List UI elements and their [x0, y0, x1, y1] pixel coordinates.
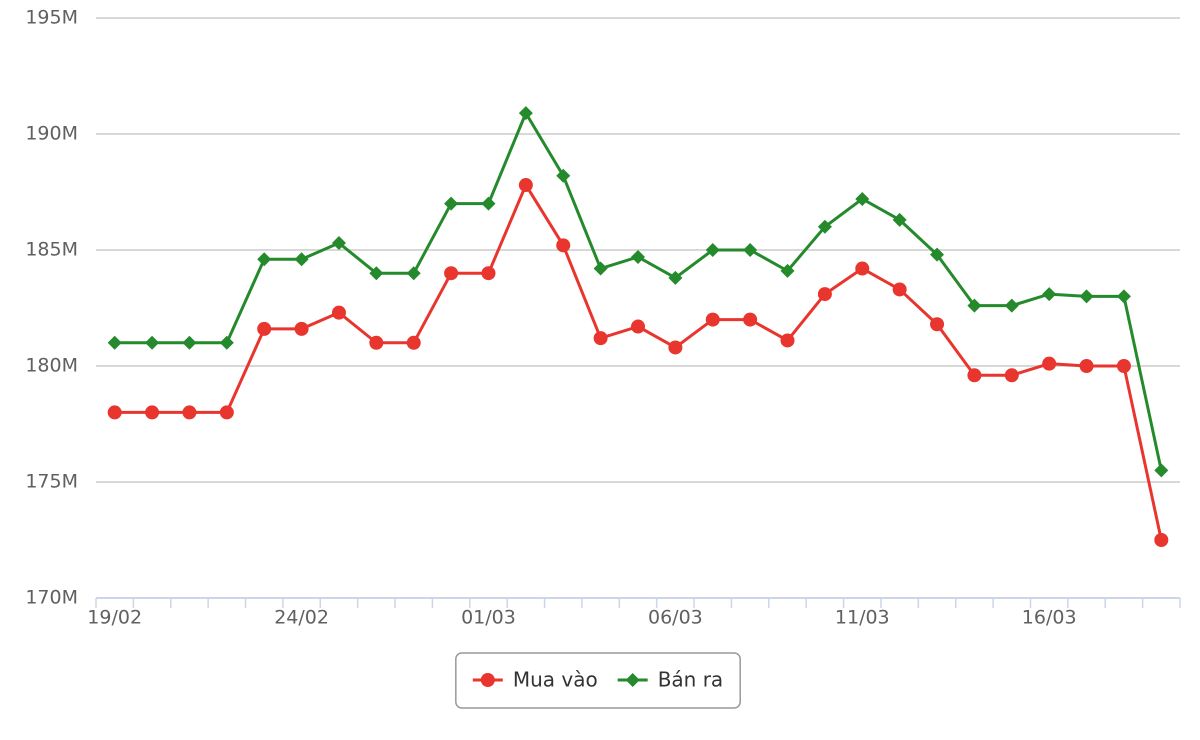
point [331, 305, 346, 320]
point [219, 335, 234, 350]
point [1042, 356, 1057, 371]
point [1042, 287, 1057, 302]
point [967, 368, 982, 383]
x-tick-label: 11/03 [835, 607, 890, 629]
point [930, 317, 945, 332]
point [556, 238, 571, 253]
point [182, 335, 197, 350]
legend-box [455, 652, 741, 709]
point [257, 252, 272, 267]
x-tick-label: 19/02 [87, 607, 142, 629]
legend-label[interactable]: Bán ra [658, 668, 724, 692]
point [257, 321, 272, 336]
point [331, 236, 346, 251]
x-tick-label: 16/03 [1022, 607, 1077, 629]
series-line [114, 181, 1163, 541]
point [1116, 289, 1131, 304]
legend-label[interactable]: Mua vào [513, 668, 598, 692]
legend-marker [480, 673, 495, 687]
y-tick-label: 170M [25, 587, 78, 609]
point [369, 266, 384, 281]
point [1079, 359, 1094, 373]
point [145, 405, 160, 420]
point [892, 282, 907, 297]
point [1004, 368, 1019, 383]
y-tick-label: 180M [25, 355, 78, 377]
point [930, 247, 945, 262]
point [780, 263, 795, 278]
point [556, 168, 571, 183]
point [481, 196, 496, 211]
point [1116, 359, 1131, 373]
point [1004, 298, 1019, 313]
point [1154, 533, 1169, 547]
y-tick-label: 175M [25, 471, 78, 493]
point [593, 331, 608, 346]
point [631, 319, 645, 334]
point [107, 335, 122, 350]
point [1154, 463, 1169, 478]
point [481, 266, 496, 281]
point [294, 252, 309, 267]
x-tick-label: 01/03 [461, 607, 516, 629]
point [369, 335, 384, 350]
point [705, 243, 720, 257]
point [668, 270, 683, 285]
y-tick-label: 185M [25, 239, 78, 261]
point [631, 249, 645, 264]
point [817, 287, 832, 302]
point [145, 335, 160, 350]
point [219, 405, 234, 420]
point [743, 312, 758, 327]
point [406, 266, 421, 281]
point [817, 219, 832, 234]
y-tick-label: 190M [25, 123, 78, 145]
point [743, 243, 758, 257]
point [444, 196, 459, 211]
legend-marker [625, 673, 640, 687]
point [444, 266, 459, 281]
point [1079, 289, 1094, 304]
point [967, 298, 982, 313]
point [107, 405, 122, 420]
point [593, 261, 608, 276]
point [855, 261, 870, 276]
point [294, 321, 309, 336]
x-tick-label: 24/02 [274, 607, 329, 629]
x-tick-label: 06/03 [648, 607, 703, 629]
series-line [114, 109, 1163, 471]
point [182, 405, 197, 420]
point [892, 212, 907, 227]
point [705, 312, 720, 327]
point [668, 340, 683, 355]
point [780, 333, 795, 348]
point [855, 191, 870, 206]
point [406, 335, 421, 350]
legend: Mua vào Bán ra [455, 652, 741, 709]
y-tick-label: 195M [25, 7, 78, 29]
point [518, 106, 533, 121]
point [518, 178, 533, 193]
